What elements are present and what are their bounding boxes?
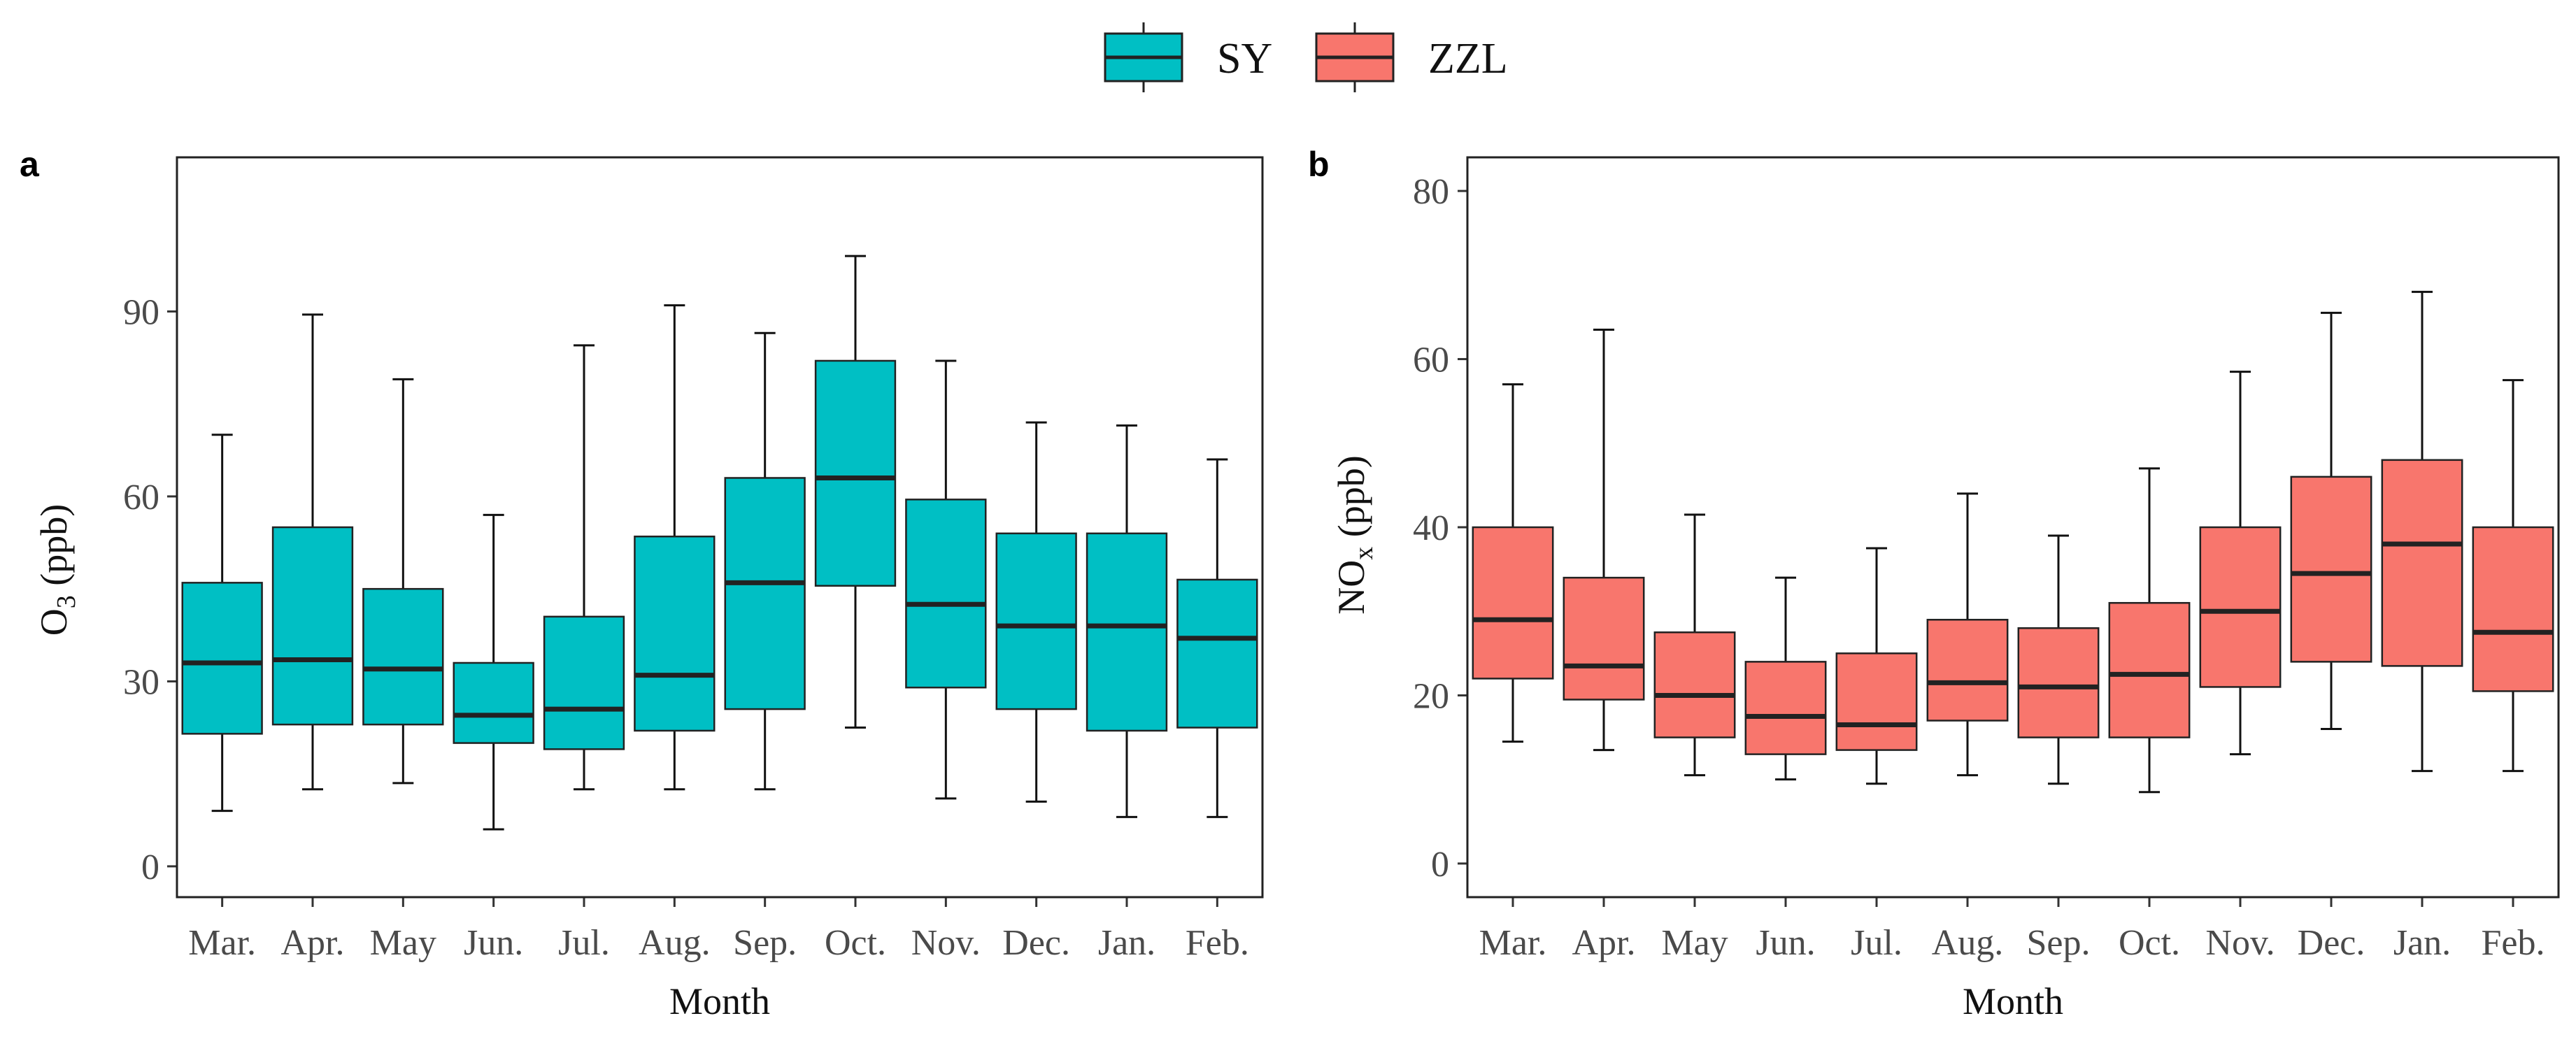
panel-a-x-tick-label: Jan. xyxy=(1098,923,1155,963)
panel-a-x-tick-label: Nov. xyxy=(911,923,981,963)
panel-a-y-axis-title-text: O3 (ppb) xyxy=(33,504,81,636)
box-a-8 xyxy=(905,499,987,689)
box-a-11 xyxy=(1176,578,1258,729)
box-b-10 xyxy=(2381,459,2463,667)
box-b-3 xyxy=(1744,661,1827,755)
panel-b-y-axis-title-text: NOx (ppb) xyxy=(1330,455,1379,614)
panel-b-x-tick-label: Oct. xyxy=(2119,923,2180,963)
panel-a: a O3 (ppb) 0 30 60 90 Mar. Apr. May Jun. Jul. Aug… xyxy=(20,145,1264,1022)
panel-a-x-tick-label: Dec. xyxy=(1002,923,1070,963)
panel-a-y-axis-title: O3 (ppb) xyxy=(33,504,81,636)
box-a-4 xyxy=(543,615,625,750)
panel-b-ylabel-main: NO xyxy=(1330,560,1372,615)
panel-b-y-tick-label: 40 xyxy=(1413,508,1449,548)
panel-a-y-tick-label: 60 xyxy=(123,478,159,517)
box-b-6 xyxy=(2017,627,2100,738)
box-b-11 xyxy=(2472,526,2554,692)
panel-b-y-tick-label: 60 xyxy=(1413,341,1449,380)
panel-b-frame xyxy=(1466,156,2560,899)
panel-b-x-tick-label: Nov. xyxy=(2205,923,2275,963)
panel-a-x-tick-label: May xyxy=(370,923,436,963)
box-b-2 xyxy=(1653,631,1736,738)
panel-b-x-tick-label: Mar. xyxy=(1479,923,1547,963)
box-b-8 xyxy=(2199,526,2282,688)
box-a-2 xyxy=(362,587,444,726)
panel-a-y-tick-label: 0 xyxy=(141,848,159,887)
box-a-3 xyxy=(453,661,534,744)
panel-b-x-tick-label: Dec. xyxy=(2298,923,2365,963)
panel-b-ylabel-rest: (ppb) xyxy=(1330,455,1372,546)
panel-a-x-tick-label: Jul. xyxy=(558,923,610,963)
box-a-0 xyxy=(181,582,263,735)
box-b-1 xyxy=(1563,576,1645,701)
panel-a-x-tick-label: Oct. xyxy=(825,923,886,963)
panel-a-frame xyxy=(176,156,1264,899)
box-a-7 xyxy=(814,359,897,587)
box-a-10 xyxy=(1086,532,1168,732)
legend-item-sy: SY xyxy=(1104,22,1272,92)
panel-b-x-tick-label: Jan. xyxy=(2393,923,2451,963)
box-a-6 xyxy=(724,477,806,710)
panel-a-x-tick-label: Aug. xyxy=(639,923,711,963)
box-b-9 xyxy=(2290,475,2372,663)
panel-a-x-tick-label: Jun. xyxy=(464,923,523,963)
legend-item-zzl: ZZL xyxy=(1315,22,1508,92)
box-b-7 xyxy=(2108,601,2191,738)
panel-b-x-axis-title: Month xyxy=(1963,980,2063,1022)
box-a-9 xyxy=(995,532,1077,710)
panel-b-x-tick-label: Jul. xyxy=(1851,923,1902,963)
legend: SY ZZL xyxy=(1104,22,1508,92)
panel-a-x-tick-label: Apr. xyxy=(281,923,345,963)
panel-b-plot: 0 20 40 60 80 Mar. Apr. May Jun. Jul. Aug. Sep. Oct.… xyxy=(1413,172,2554,963)
box-a-1 xyxy=(271,526,354,726)
box-b-4 xyxy=(1835,652,1918,751)
panel-b: b NOx (ppb) 0 20 40 60 80 Mar. Apr. May Jun. Jul.… xyxy=(1308,145,2560,1022)
panel-b-x-tick-label: May xyxy=(1661,923,1728,963)
panel-b-x-tick-label: Feb. xyxy=(2482,923,2545,963)
box-a-5 xyxy=(634,535,716,732)
panel-a-x-tick-label: Sep. xyxy=(733,923,797,963)
box-b-0 xyxy=(1472,526,1554,680)
panel-a-y-tick-label: 90 xyxy=(123,292,159,332)
panel-a-ylabel-rest: (ppb) xyxy=(33,504,75,595)
legend-label-sy: SY xyxy=(1217,35,1272,83)
panel-a-letter: a xyxy=(20,145,40,184)
panel-b-ylabel-sub: x xyxy=(1349,547,1379,560)
panel-b-y-tick-label: 0 xyxy=(1431,845,1449,885)
panel-a-plot: 0 30 60 90 Mar. Apr. May Jun. Jul. Aug. Sep. Oct. No… xyxy=(123,255,1258,963)
panel-a-x-axis-title: Month xyxy=(669,980,770,1022)
panel-b-y-tick-label: 80 xyxy=(1413,172,1449,212)
panel-a-x-tick-label: Feb. xyxy=(1186,923,1249,963)
panel-b-letter: b xyxy=(1308,145,1330,184)
box-b-5 xyxy=(1926,619,2009,722)
panel-a-ylabel-sub: 3 xyxy=(52,595,81,608)
panel-b-x-tick-label: Sep. xyxy=(2027,923,2091,963)
panel-b-x-tick-label: Apr. xyxy=(1572,923,1636,963)
panel-a-y-tick-label: 30 xyxy=(123,662,159,702)
panel-a-x-tick-label: Mar. xyxy=(188,923,256,963)
legend-label-zzl: ZZL xyxy=(1428,35,1508,83)
panel-b-x-tick-label: Aug. xyxy=(1932,923,2004,963)
panel-a-ylabel-main: O xyxy=(33,608,75,636)
panel-b-x-tick-label: Jun. xyxy=(1756,923,1815,963)
panel-b-y-tick-label: 20 xyxy=(1413,676,1449,716)
panel-b-y-axis-title: NOx (ppb) xyxy=(1330,455,1379,614)
